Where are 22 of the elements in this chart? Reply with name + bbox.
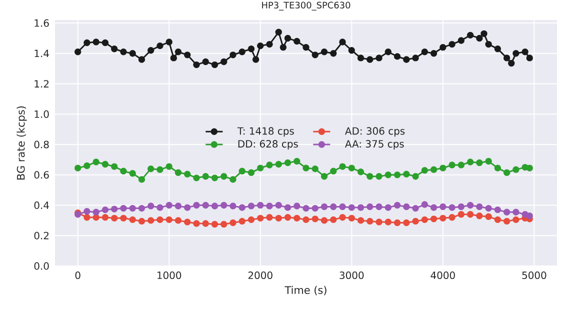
legend-label: AA: 375 cps [345,140,404,150]
y-tick-label: 0.0 [34,262,49,270]
x-tick-label: 2000 [248,272,272,280]
x-tick-label: 3000 [340,272,364,280]
y-tick-label: 0.4 [34,201,49,210]
y-tick-label: 1.4 [34,50,49,58]
legend-label: T: 1418 cps [237,127,294,137]
x-tick-label: 5000 [522,272,546,280]
y-tick-label: 0.2 [34,232,48,240]
y-tick-label: 1.2 [34,80,48,88]
y-tick-label: 1.6 [34,19,49,27]
x-tick-label: 1000 [158,272,182,280]
y-tick-label: 0.8 [34,140,49,148]
y-axis-title: BG rate (kcps) [16,106,27,180]
legend-label: DD: 628 cps [238,140,298,150]
y-tick-label: 0.6 [34,171,49,179]
legend-label: AD: 306 cps [345,127,405,137]
x-axis-title: Time (s) [284,286,326,296]
x-tick-label: 0 [75,272,80,280]
y-tick-label: 1.0 [34,110,49,118]
chart-title: HP3_TE300_SPC630 [262,2,350,10]
x-tick-label: 4000 [430,272,455,280]
